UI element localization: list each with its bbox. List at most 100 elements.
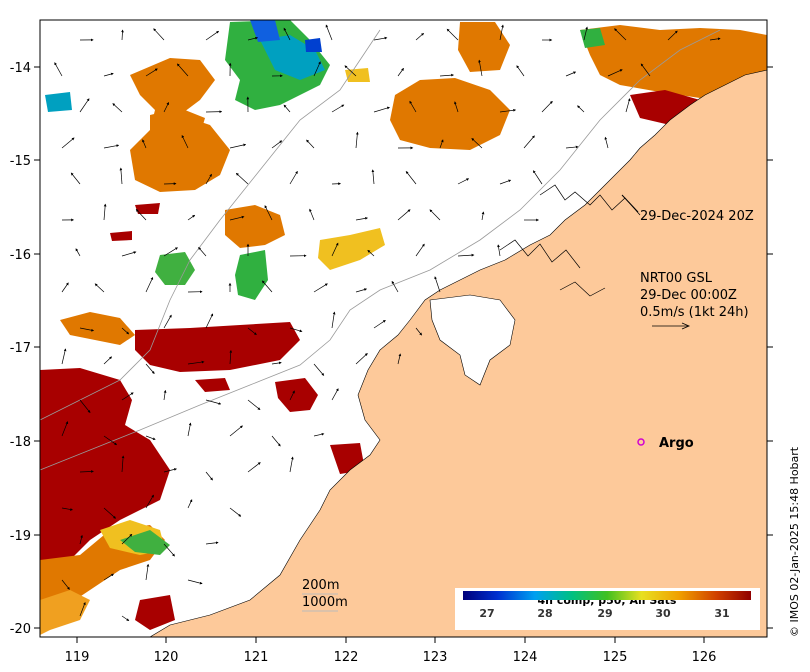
current-arrow (61, 282, 69, 293)
current-arrow (541, 100, 553, 113)
current-arrow (409, 100, 417, 113)
colorbar-tick: 31 (714, 607, 729, 620)
current-arrow (181, 134, 189, 149)
current-arrow (229, 215, 245, 221)
current-arrow (415, 327, 423, 336)
current-arrow (313, 432, 325, 437)
current-arrow (271, 361, 282, 365)
current-arrow (457, 178, 470, 185)
current-arrow (247, 36, 259, 41)
current-arrow (145, 494, 154, 509)
current-arrow (283, 27, 291, 41)
current-arrow (471, 138, 483, 149)
current-arrow (439, 73, 454, 77)
current-arrow (709, 37, 721, 41)
y-tick-label: -20 (10, 622, 31, 637)
current-arrow (481, 211, 485, 221)
current-arrow (415, 32, 425, 41)
current-arrow (640, 63, 651, 77)
current-arrow (121, 392, 134, 401)
colorbar-tick: 27 (479, 607, 494, 620)
current-source-label: NRT00 GSL (640, 271, 713, 286)
current-arrow (454, 101, 459, 113)
current-arrow (247, 462, 261, 473)
current-arrow (565, 71, 577, 77)
swath-time-label: 29-Dec-2024 20Z (640, 209, 754, 224)
current-arrow (187, 360, 205, 365)
current-arrow (625, 98, 631, 113)
current-arrow (135, 208, 147, 221)
current-arrow (289, 327, 303, 333)
y-tick-label: -15 (10, 154, 31, 169)
current-arrow (264, 205, 273, 221)
current-arrow (331, 388, 339, 401)
current-arrow (355, 131, 359, 149)
current-arrow (523, 135, 535, 149)
current-arrow (331, 104, 345, 113)
current-arrow (198, 246, 207, 257)
current-arrow (391, 280, 399, 293)
colorbar-ramp (463, 591, 751, 600)
current-time-label: 29-Dec 00:00Z (640, 288, 737, 303)
current-arrow (271, 435, 281, 447)
current-arrow (313, 283, 328, 293)
current-arrow (70, 172, 81, 185)
current-arrow (79, 399, 91, 414)
current-arrow (499, 24, 504, 41)
credit-label: © IMOS 02-Jan-2025 15:48 Hobart (788, 446, 801, 637)
current-arrow (405, 170, 417, 185)
current-arrow (79, 327, 95, 332)
current-arrow (205, 313, 214, 329)
current-arrow (103, 144, 120, 149)
current-arrow (121, 29, 124, 41)
map-frame (39, 19, 768, 638)
current-arrow (373, 36, 388, 41)
current-arrow (145, 276, 154, 293)
current-arrow (565, 145, 579, 149)
current-arrow (187, 579, 203, 585)
current-arrow (229, 143, 247, 149)
current-arrow (344, 65, 357, 77)
current-arrow (271, 140, 283, 149)
y-tick-label: -14 (10, 61, 31, 76)
current-arrow (667, 30, 678, 41)
current-arrow (75, 248, 81, 257)
current-arrow (61, 507, 73, 511)
x-tick-label: 124 (513, 650, 538, 665)
y-tick-label: -19 (10, 529, 31, 544)
current-arrow (373, 320, 386, 329)
current-arrows (54, 24, 721, 621)
current-arrow (325, 24, 333, 41)
colorbar-tick: 29 (597, 607, 612, 620)
current-arrow (163, 101, 169, 113)
current-arrow (145, 68, 158, 77)
current-arrow (247, 327, 257, 336)
current-arrow (103, 356, 113, 365)
isobath-1000m-line (39, 29, 381, 421)
current-arrow (112, 103, 123, 113)
current-arrow (103, 203, 107, 221)
current-arrow (247, 399, 261, 411)
current-arrow (61, 579, 70, 590)
current-arrow (79, 601, 86, 617)
current-arrow (229, 349, 233, 365)
current-arrow (145, 435, 156, 440)
current-arrow (103, 72, 114, 77)
current-arrow (313, 61, 321, 77)
current-arrow (145, 563, 150, 581)
y-axis: -14 -15 -16 -17 -18 -19 -20 (10, 61, 773, 637)
current-scale-label: 0.5m/s (1kt 24h) (640, 305, 749, 320)
current-arrow (163, 389, 167, 401)
current-arrow (187, 422, 192, 437)
current-arrow (79, 98, 90, 113)
current-arrow (457, 253, 475, 257)
current-arrow (289, 456, 294, 473)
current-arrow (176, 63, 189, 77)
current-arrow (187, 499, 193, 509)
current-arrow (306, 139, 315, 149)
current-arrow (614, 28, 627, 41)
current-arrow (397, 353, 402, 365)
swath-leader-line (621, 194, 639, 213)
colorbar: 4h comp, p50, All Sats 27 28 29 30 31 (455, 588, 760, 630)
current-arrow (313, 363, 325, 376)
